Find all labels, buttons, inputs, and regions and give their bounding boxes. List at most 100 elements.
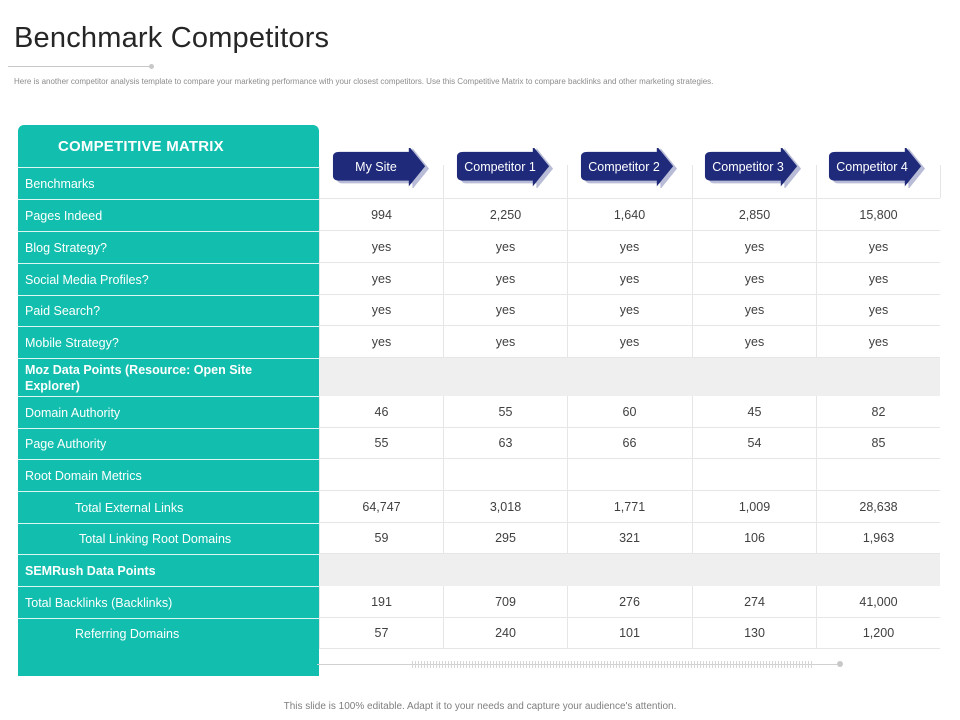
page-subtitle: Here is another competitor analysis temp… (14, 77, 714, 86)
table-cell (567, 459, 691, 490)
column-header-label: Competitor 1 (464, 160, 536, 174)
table-cell (443, 554, 567, 586)
table-cell: yes (443, 231, 567, 262)
table-cell: yes (816, 231, 940, 262)
table-cell: 57 (319, 618, 443, 648)
table-cell: 240 (443, 618, 567, 648)
table-cell (319, 554, 443, 586)
row-label-text: Benchmarks (25, 176, 95, 191)
table-cell (692, 554, 816, 586)
table-cell: yes (692, 326, 816, 357)
table-cell: 28,638 (816, 491, 940, 522)
row-label-text: Total Linking Root Domains (79, 532, 232, 546)
row-label: Domain Authority (18, 396, 319, 428)
column-divider (567, 165, 568, 198)
row-label: Page Authority (18, 428, 319, 459)
competitive-matrix-panel (18, 125, 319, 676)
table-cell (567, 358, 691, 396)
table-row (319, 358, 940, 396)
table-cell: yes (443, 326, 567, 357)
table-cell: yes (692, 295, 816, 325)
footer-note: This slide is 100% editable. Adapt it to… (283, 701, 677, 712)
row-label-text: Referring Domains (75, 627, 180, 641)
table-cell (319, 167, 443, 198)
table-cell: 55 (443, 396, 567, 427)
title-divider (8, 64, 154, 69)
table-cell: 709 (443, 586, 567, 617)
table-cell: 276 (567, 586, 691, 617)
table-row: 59 295 321 106 1,963 (319, 523, 940, 554)
table-cell (443, 459, 567, 490)
table-cell: 3,018 (443, 491, 567, 522)
table-cell: 1,771 (567, 491, 691, 522)
table-row: yes yes yes yes yes (319, 295, 940, 326)
page-title: Benchmark Competitors (14, 22, 330, 54)
table-cell: 106 (692, 523, 816, 553)
table-cell (443, 358, 567, 396)
table-row: yes yes yes yes yes (319, 263, 940, 295)
table-row: 994 2,250 1,640 2,850 15,800 (319, 199, 940, 231)
table-cell: 15,800 (816, 199, 940, 230)
table-cell: 54 (692, 428, 816, 458)
table-cell (816, 459, 940, 490)
row-label-text: Paid Search? (25, 304, 101, 318)
arrow-shape-icon (332, 148, 430, 188)
table-cell: 1,963 (816, 523, 940, 553)
table-cell: 60 (567, 396, 691, 427)
table-cell: yes (443, 295, 567, 325)
table-cell: 45 (692, 396, 816, 427)
table-cell: yes (319, 231, 443, 262)
row-label: Total Linking Root Domains (18, 523, 319, 554)
table-row (319, 554, 940, 586)
table-cell: 46 (319, 396, 443, 427)
table-cell: 41,000 (816, 586, 940, 617)
table-cell (319, 459, 443, 490)
scrollbar-thumb[interactable] (412, 661, 812, 668)
table-cell: 59 (319, 523, 443, 553)
table-cell: 1,640 (567, 199, 691, 230)
table-row: 55 63 66 54 85 (319, 428, 940, 459)
column-header-arrow: Competitor 3 (704, 148, 802, 188)
table-cell: yes (567, 231, 691, 262)
arrow-shape-icon (456, 148, 554, 188)
table-cell: 101 (567, 618, 691, 648)
table-cell: yes (692, 263, 816, 294)
table-cell: yes (567, 263, 691, 294)
row-label: Total Backlinks (Backlinks) (18, 586, 319, 618)
table-cell: 2,850 (692, 199, 816, 230)
table-cell: yes (319, 326, 443, 357)
table-cell (816, 358, 940, 396)
matrix-title: COMPETITIVE MATRIX (58, 138, 224, 155)
row-label: Pages Indeed (18, 199, 319, 231)
table-cell: 85 (816, 428, 940, 458)
column-header-arrow: Competitor 2 (580, 148, 678, 188)
table-cell (692, 459, 816, 490)
row-label-text: Moz Data Points (Resource: Open Site Exp… (25, 362, 253, 393)
table-cell: 82 (816, 396, 940, 427)
horizontal-scrollbar[interactable] (317, 661, 843, 668)
table-cell: 1,200 (816, 618, 940, 648)
table-cell (319, 358, 443, 396)
table-row (319, 459, 940, 491)
table-cell: 63 (443, 428, 567, 458)
table-cell: yes (319, 295, 443, 325)
table-cell (692, 358, 816, 396)
table-cell: 321 (567, 523, 691, 553)
row-label: SEMRush Data Points (18, 554, 319, 586)
table-cell: 191 (319, 586, 443, 617)
table-cell: yes (443, 263, 567, 294)
table-row: 191 709 276 274 41,000 (319, 586, 940, 618)
column-divider (443, 165, 444, 198)
column-divider (816, 165, 817, 198)
row-label: Paid Search? (18, 295, 319, 326)
table-cell: yes (816, 326, 940, 357)
column-header-arrow: Competitor 1 (456, 148, 554, 188)
row-label: Benchmarks (18, 167, 319, 199)
column-header-label: Competitor 2 (588, 160, 660, 174)
table-cell: 994 (319, 199, 443, 230)
table-cell: yes (567, 295, 691, 325)
row-label-text: Pages Indeed (25, 208, 103, 223)
row-label: Root Domain Metrics (18, 459, 319, 491)
row-label: Mobile Strategy? (18, 326, 319, 358)
table-cell: 130 (692, 618, 816, 648)
